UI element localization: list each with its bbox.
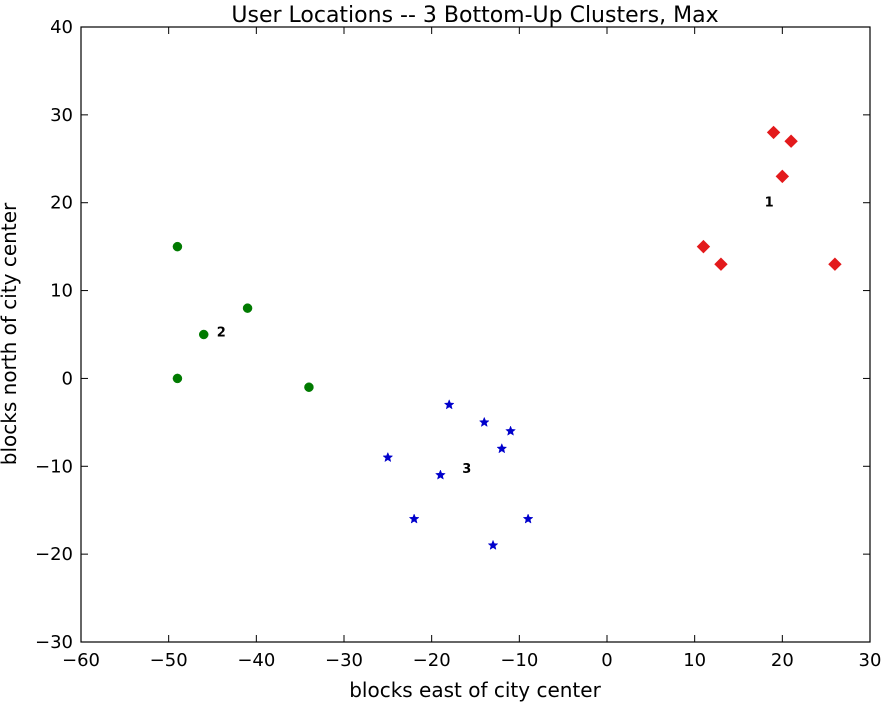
data-point-diamond — [696, 239, 711, 254]
data-point-star — [408, 513, 420, 524]
y-tick-label: 30 — [50, 105, 73, 126]
data-point-star — [487, 539, 499, 550]
plot-area: −60 −50 −40 −30 −20 −10 0 10 20 30 −30 −20 −10 0 10 20 3… — [35, 17, 881, 671]
data-point-diamond — [766, 125, 781, 140]
x-tick-label: −20 — [413, 650, 451, 671]
x-tick-label: 30 — [859, 650, 881, 671]
data-point-star — [505, 425, 516, 436]
y-tick-label: −30 — [35, 632, 73, 653]
data-point-star — [522, 513, 534, 524]
x-tick-label: 10 — [683, 650, 706, 671]
data-point-diamond — [714, 257, 728, 271]
data-point-diamond — [784, 134, 798, 148]
x-tick-label: −10 — [500, 650, 538, 671]
cluster-label: 1 — [765, 196, 774, 211]
y-axis-label: blocks north of city center — [0, 202, 21, 465]
x-tick-label: −40 — [237, 650, 275, 671]
plot-frame — [80, 26, 871, 643]
x-axis-label: blocks east of city center — [349, 678, 601, 702]
data-point-star — [443, 399, 455, 410]
data-point-circle — [172, 373, 183, 384]
data-point-circle — [198, 329, 209, 340]
data-point-star — [435, 469, 446, 480]
x-tick-label: −30 — [325, 650, 363, 671]
data-point-circle — [172, 241, 183, 252]
data-point-circle — [304, 382, 314, 392]
chart-title: User Locations -- 3 Bottom-Up Clusters, … — [231, 3, 718, 28]
cluster-label: 2 — [217, 326, 226, 341]
x-tick-label: 0 — [601, 650, 612, 671]
y-tick-label: 0 — [62, 368, 73, 389]
data-point-diamond — [775, 169, 790, 184]
cluster-label: 3 — [462, 462, 471, 477]
x-tick-label: 20 — [771, 650, 794, 671]
y-tick-label: −20 — [35, 544, 73, 565]
data-point-diamond — [828, 257, 842, 271]
x-tick-label: −50 — [150, 650, 188, 671]
x-tick-label: −60 — [62, 650, 100, 671]
data-point-star — [496, 443, 508, 454]
data-point-circle — [242, 303, 253, 313]
y-tick-label: 40 — [50, 17, 73, 38]
data-point-star — [382, 451, 394, 463]
y-tick-label: −10 — [35, 456, 73, 477]
data-point-star — [478, 416, 490, 427]
y-tick-label: 10 — [50, 281, 73, 302]
y-tick-label: 20 — [50, 193, 73, 214]
